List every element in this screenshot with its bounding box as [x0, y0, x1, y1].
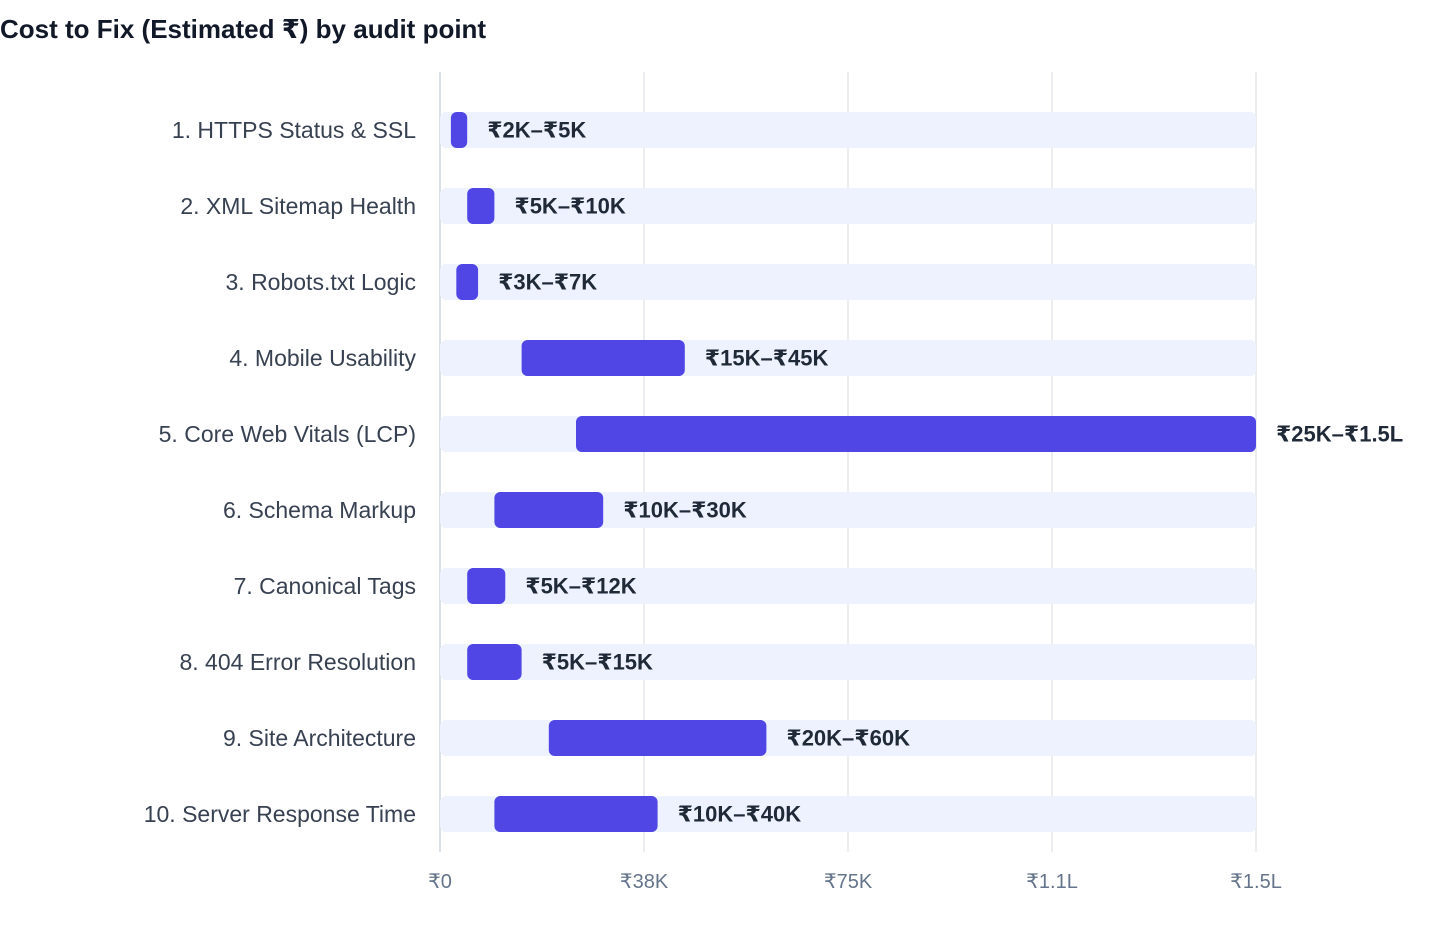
range-bar — [548, 720, 767, 756]
x-axis-ticks: ₹0 ₹38K ₹75K ₹1.1L ₹1.5L — [428, 871, 1282, 893]
range-bar — [456, 264, 479, 300]
x-tick-label: ₹0 — [428, 871, 452, 893]
value-label: ₹10K–₹30K — [623, 498, 747, 523]
value-label: ₹2K–₹5K — [487, 118, 586, 143]
value-label: ₹5K–₹10K — [514, 194, 625, 219]
value-labels: ₹2K–₹5K ₹5K–₹10K ₹3K–₹7K ₹15K–₹45K ₹25K–₹1.5… — [487, 118, 1403, 827]
range-bar — [450, 112, 468, 148]
category-label: 5. Core Web Vitals (LCP) — [159, 421, 416, 447]
category-label: 9. Site Architecture — [223, 725, 416, 751]
x-tick-label: ₹75K — [824, 871, 873, 893]
bar-track — [440, 188, 1256, 224]
range-bars — [450, 112, 1256, 832]
range-bar — [467, 644, 522, 680]
value-label: ₹10K–₹40K — [678, 802, 802, 827]
value-label: ₹20K–₹60K — [786, 726, 910, 751]
bar-track — [440, 492, 1256, 528]
bar-track — [440, 568, 1256, 604]
bar-track — [440, 264, 1256, 300]
category-label: 4. Mobile Usability — [229, 345, 416, 371]
range-bar — [494, 796, 658, 832]
category-labels: 1. HTTPS Status & SSL 2. XML Sitemap Heal… — [144, 117, 417, 827]
range-bar — [467, 188, 495, 224]
value-label: ₹5K–₹12K — [525, 574, 636, 599]
category-label: 2. XML Sitemap Health — [180, 193, 416, 219]
range-bar — [467, 568, 506, 604]
chart-title: Cost to Fix (Estimated ₹) by audit point — [0, 14, 487, 44]
value-label: ₹5K–₹15K — [542, 650, 653, 675]
x-tick-label: ₹1.5L — [1230, 871, 1282, 893]
range-bar — [576, 416, 1256, 452]
value-label: ₹25K–₹1.5L — [1276, 422, 1403, 447]
range-bar — [494, 492, 604, 528]
category-label: 6. Schema Markup — [223, 497, 416, 523]
range-bar — [521, 340, 685, 376]
x-tick-label: ₹38K — [620, 871, 669, 893]
category-label: 1. HTTPS Status & SSL — [172, 117, 416, 143]
category-label: 10. Server Response Time — [144, 801, 416, 827]
value-label: ₹15K–₹45K — [705, 346, 829, 371]
bar-track — [440, 112, 1256, 148]
x-tick-label: ₹1.1L — [1026, 871, 1078, 893]
category-label: 7. Canonical Tags — [234, 573, 416, 599]
bar-track — [440, 644, 1256, 680]
value-label: ₹3K–₹7K — [498, 270, 597, 295]
category-label: 3. Robots.txt Logic — [226, 269, 417, 295]
category-label: 8. 404 Error Resolution — [179, 649, 416, 675]
